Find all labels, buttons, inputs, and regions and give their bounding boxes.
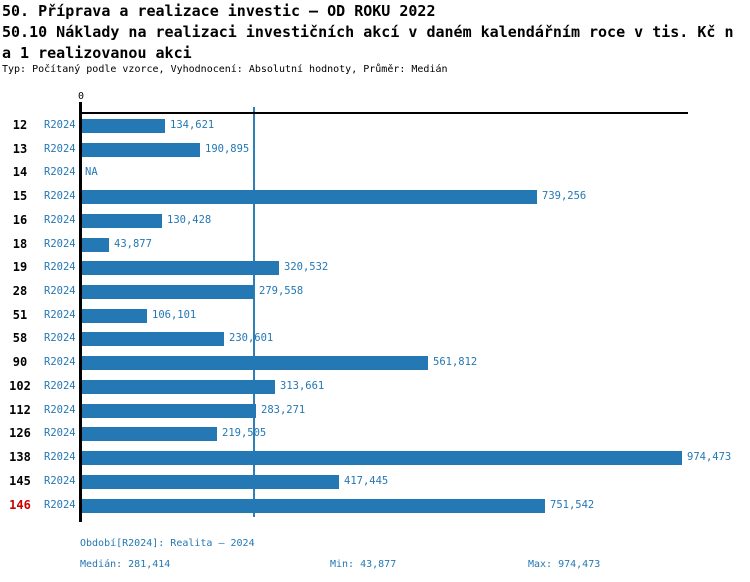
- row-series-label: R2024: [44, 332, 76, 344]
- chart-row: 112 R2024 283,271: [0, 399, 750, 423]
- row-series-label: R2024: [44, 356, 76, 368]
- row-value-label: 43,877: [114, 238, 152, 250]
- footer-max-stat: Max: 974,473: [528, 559, 601, 570]
- chart-top-border: [79, 112, 688, 114]
- row-bar: [82, 285, 254, 299]
- row-category-label: 138: [9, 450, 31, 464]
- row-bar: [82, 214, 162, 228]
- row-category-label: 14: [12, 165, 28, 179]
- y-axis-line: [79, 102, 82, 522]
- median-reference-line: [253, 107, 255, 517]
- chart-row: 13 R2024 190,895: [0, 138, 750, 162]
- row-series-label: R2024: [44, 143, 76, 155]
- chart-row: 16 R2024 130,428: [0, 209, 750, 233]
- row-value-label: 106,101: [152, 309, 197, 321]
- chart-row: 146 R2024 751,542: [0, 494, 750, 518]
- row-category-label: 126: [9, 426, 31, 440]
- chart-row: 51 R2024 106,101: [0, 304, 750, 328]
- chart-row: 90 R2024 561,812: [0, 351, 750, 375]
- chart-row: 14 R2024 NA: [0, 161, 750, 185]
- row-category-label: 145: [9, 474, 31, 488]
- row-category-label: 18: [12, 237, 28, 251]
- chart-row: 19 R2024 320,532: [0, 256, 750, 280]
- page-subtitle-line1: 50.10 Náklady na realizaci investičních …: [2, 23, 734, 41]
- row-bar: [82, 261, 279, 275]
- row-series-label: R2024: [44, 309, 76, 321]
- row-bar: [82, 427, 217, 441]
- footer-median-stat: Medián: 281,414: [80, 559, 171, 570]
- row-value-label: 134,621: [170, 119, 215, 131]
- row-category-label: 90: [12, 355, 28, 369]
- row-series-label: R2024: [44, 499, 76, 511]
- row-category-label: 12: [12, 118, 28, 132]
- row-category-label: 102: [9, 379, 31, 393]
- row-value-label: 561,812: [433, 356, 478, 368]
- row-series-label: R2024: [44, 214, 76, 226]
- row-category-label: 146: [9, 498, 31, 512]
- chart-row: 126 R2024 219,505: [0, 422, 750, 446]
- row-category-label: 51: [12, 308, 28, 322]
- page-subtitle-line2: a 1 realizovanou akci: [2, 44, 192, 62]
- row-category-label: 13: [12, 142, 28, 156]
- row-category-label: 19: [12, 260, 28, 274]
- row-series-label: R2024: [44, 380, 76, 392]
- row-category-label: 112: [9, 403, 31, 417]
- row-category-label: 16: [12, 213, 28, 227]
- row-bar: [82, 380, 275, 394]
- chart-row: 15 R2024 739,256: [0, 185, 750, 209]
- row-series-label: R2024: [44, 190, 76, 202]
- row-value-label: 219,505: [222, 427, 267, 439]
- chart-row: 58 R2024 230,601: [0, 327, 750, 351]
- row-value-label: 190,895: [205, 143, 250, 155]
- x-axis-zero-tick-label: 0: [77, 91, 85, 102]
- row-value-label: 283,271: [261, 404, 306, 416]
- row-category-label: 28: [12, 284, 28, 298]
- row-bar: [82, 475, 339, 489]
- row-bar: [82, 309, 147, 323]
- chart-row: 102 R2024 313,661: [0, 375, 750, 399]
- footer-min-stat: Min: 43,877: [330, 559, 397, 570]
- row-bar: [82, 451, 682, 465]
- row-value-label: 230,601: [229, 332, 274, 344]
- row-bar: [82, 356, 428, 370]
- chart-meta-info: Typ: Počítaný podle vzorce, Vyhodnocení:…: [2, 64, 448, 75]
- row-value-label: 974,473: [687, 451, 732, 463]
- row-series-label: R2024: [44, 404, 76, 416]
- footer-period-label: Období[R2024]: Realita – 2024: [80, 538, 255, 549]
- row-bar: [82, 332, 224, 346]
- row-category-label: 58: [12, 331, 28, 345]
- chart-row: 28 R2024 279,558: [0, 280, 750, 304]
- row-series-label: R2024: [44, 261, 76, 273]
- row-series-label: R2024: [44, 238, 76, 250]
- row-value-label: 320,532: [284, 261, 329, 273]
- page-title: 50. Příprava a realizace investic – OD R…: [2, 2, 436, 20]
- row-series-label: R2024: [44, 166, 76, 178]
- chart-row: 138 R2024 974,473: [0, 446, 750, 470]
- row-series-label: R2024: [44, 475, 76, 487]
- row-series-label: R2024: [44, 285, 76, 297]
- row-value-label: 279,558: [259, 285, 304, 297]
- row-value-label: NA: [85, 166, 98, 178]
- row-bar: [82, 404, 256, 418]
- row-value-label: 739,256: [542, 190, 587, 202]
- row-category-label: 15: [12, 189, 28, 203]
- row-series-label: R2024: [44, 119, 76, 131]
- row-value-label: 130,428: [167, 214, 212, 226]
- row-value-label: 313,661: [280, 380, 325, 392]
- row-bar: [82, 119, 165, 133]
- row-series-label: R2024: [44, 451, 76, 463]
- chart-row: 12 R2024 134,621: [0, 114, 750, 138]
- chart-row: 145 R2024 417,445: [0, 470, 750, 494]
- row-bar: [82, 143, 200, 157]
- row-value-label: 417,445: [344, 475, 389, 487]
- row-bar: [82, 190, 537, 204]
- row-bar: [82, 499, 545, 513]
- row-value-label: 751,542: [550, 499, 595, 511]
- row-bar: [82, 238, 109, 252]
- row-series-label: R2024: [44, 427, 76, 439]
- chart-row: 18 R2024 43,877: [0, 233, 750, 257]
